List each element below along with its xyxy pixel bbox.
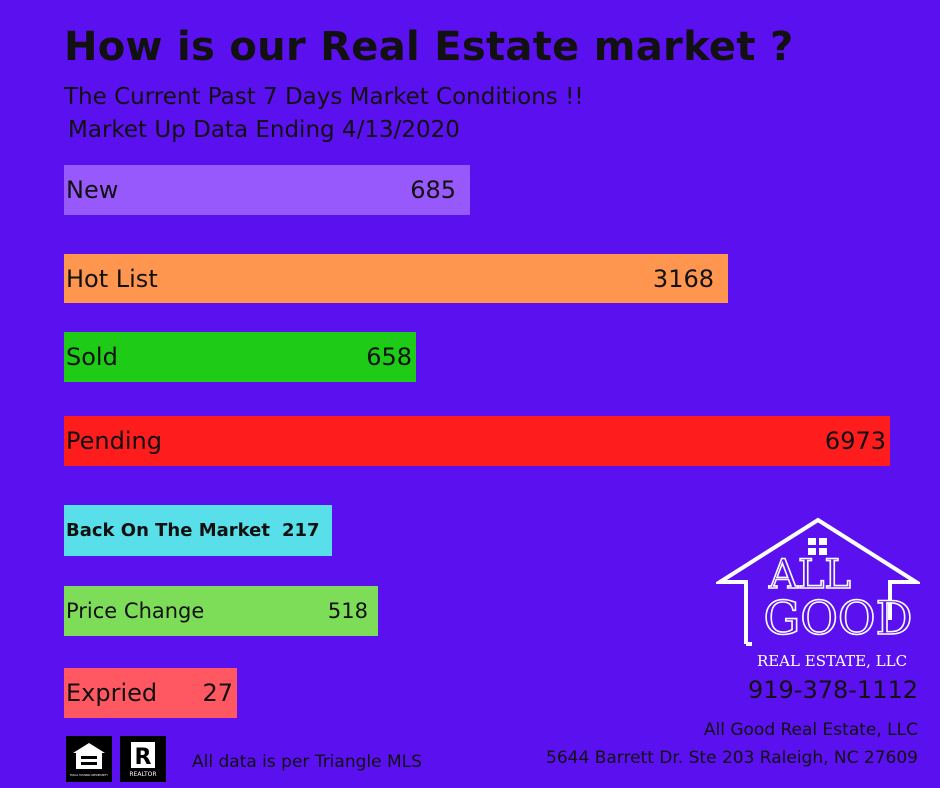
- realtor-letter: R: [135, 745, 152, 770]
- bar-label: Expried: [66, 679, 158, 707]
- bar-label: New: [66, 176, 119, 204]
- bar-back-on-market: Back On The Market 217: [64, 505, 332, 556]
- bar-value: 3168: [652, 264, 714, 293]
- bar-expried: Expried 27: [64, 668, 237, 718]
- logo-all: ALL: [768, 552, 851, 598]
- bar-value: 518: [327, 599, 368, 623]
- bar-label: Pending: [66, 427, 162, 455]
- data-ending-date: Market Up Data Ending 4/13/2020: [68, 117, 460, 143]
- phone-number: 919-378-1112: [747, 676, 918, 704]
- bar-value: 658: [366, 343, 412, 371]
- company-address: 5644 Barrett Dr. Ste 203 Raleigh, NC 276…: [546, 748, 918, 768]
- bar-pending: Pending 6973: [64, 416, 890, 466]
- bar-value: 6973: [824, 427, 886, 455]
- realtor-logo: R REALTOR: [129, 742, 157, 778]
- data-source-note: All data is per Triangle MLS: [192, 752, 422, 772]
- bar-hot-list: Hot List 3168: [64, 254, 728, 303]
- equal-housing-opportunity-icon: EQUAL HOUSING OPPORTUNITY: [66, 736, 112, 782]
- bar-label: Price Change: [66, 599, 205, 623]
- company-name: All Good Real Estate, LLC: [703, 720, 918, 740]
- bar-label: Back On The Market: [66, 520, 270, 541]
- equal-housing-logo: EQUAL HOUSING OPPORTUNITY: [70, 743, 108, 777]
- bar-price-change: Price Change 518: [64, 586, 378, 636]
- bar-label: Hot List: [66, 264, 158, 293]
- all-good-logo: ALL GOOD REAL ESTATE, LLC: [716, 517, 920, 670]
- bar-new: New 685: [64, 165, 470, 215]
- bar-value: 27: [202, 679, 233, 707]
- logo-real-estate: REAL ESTATE, LLC: [757, 652, 907, 670]
- bar-value: 217: [281, 520, 320, 541]
- house-outline-icon: [716, 517, 920, 646]
- realtor-r-icon: R REALTOR: [120, 736, 166, 782]
- window-icon: [808, 538, 827, 555]
- page-title: How is our Real Estate market ?: [64, 24, 794, 70]
- logo-good: GOOD: [763, 591, 912, 645]
- realtor-text: REALTOR: [129, 771, 156, 778]
- bar-sold: Sold 658: [64, 332, 416, 382]
- eho-text: EQUAL HOUSING OPPORTUNITY: [70, 774, 108, 777]
- bar-value: 685: [410, 176, 456, 204]
- page-subtitle: The Current Past 7 Days Market Condition…: [64, 84, 584, 110]
- bar-label: Sold: [66, 343, 118, 371]
